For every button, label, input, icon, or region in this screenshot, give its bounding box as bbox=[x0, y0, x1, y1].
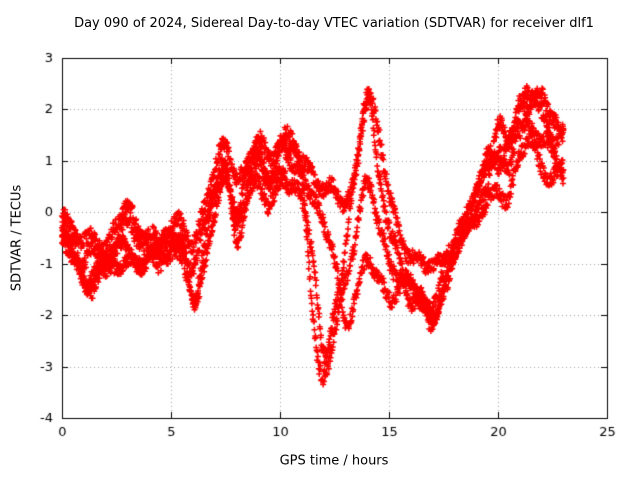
x-axis-label: GPS time / hours bbox=[279, 453, 389, 469]
y-axis-label: SDTVAR / TECUs bbox=[9, 184, 25, 292]
chart-title: Day 090 of 2024, Sidereal Day-to-day VTE… bbox=[74, 16, 594, 31]
